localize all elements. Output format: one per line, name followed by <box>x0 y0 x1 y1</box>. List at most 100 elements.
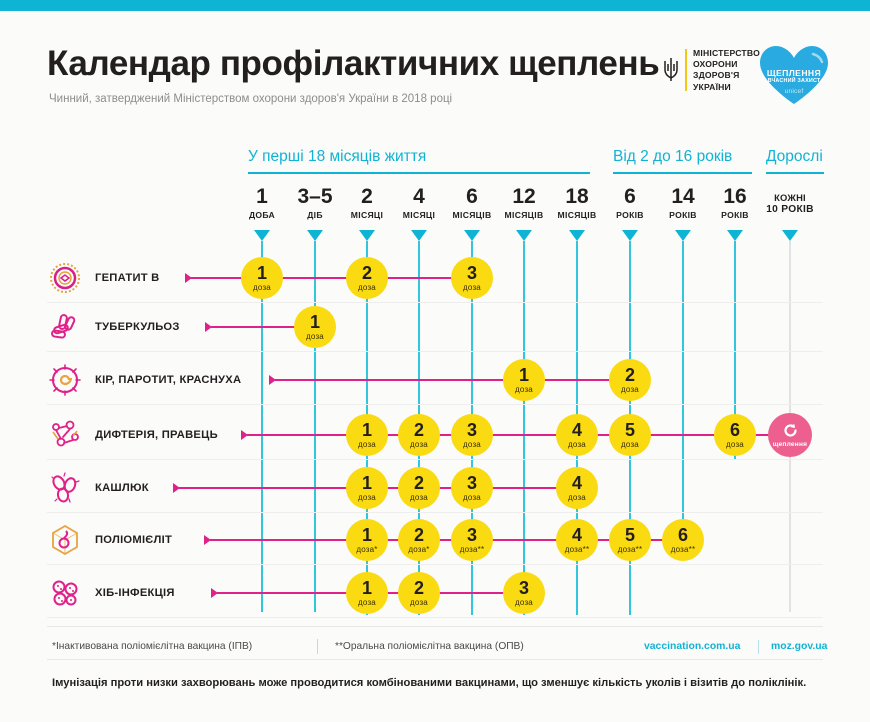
dose-label: доза <box>306 331 324 341</box>
footnote-divider <box>317 639 319 654</box>
column-header-3: 2 МІСЯЦІ <box>322 186 412 221</box>
column-unit-11: 10 РОКІВ <box>766 204 814 215</box>
column-value-1: 1 <box>256 185 268 208</box>
column-header-6: 12 МІСЯЦІВ <box>479 186 569 221</box>
dose-circle: 1 доза <box>346 572 388 614</box>
ministry-line-3: ЗДОРОВ'Я <box>693 70 740 81</box>
column-arrow-2 <box>307 230 323 241</box>
dose-circle: 3 доза <box>503 572 545 614</box>
dose-number: 2 <box>361 262 372 283</box>
dose-circle: 1 доза <box>294 306 336 348</box>
column-value-4: 4 <box>413 185 425 208</box>
unicef-brand-text: unicef <box>784 88 804 95</box>
column-unit-8: РОКІВ <box>616 210 644 220</box>
dose-number: 5 <box>624 524 635 545</box>
link-vaccination-site[interactable]: vaccination.com.ua <box>644 641 741 652</box>
column-header-4: 4 МІСЯЦІ <box>374 185 464 221</box>
row-arrow-1 <box>185 273 192 283</box>
column-header-11: КОЖНІ 10 РОКІВ <box>745 192 835 215</box>
dose-number: 1 <box>361 524 372 545</box>
dose-number: 1 <box>518 364 529 385</box>
column-guideline-9 <box>682 241 684 560</box>
dose-circle: 1 доза <box>346 414 388 456</box>
dose-number: 3 <box>466 419 477 440</box>
row-connector-3 <box>275 379 630 381</box>
dose-number: 1 <box>361 577 372 598</box>
dose-number: 3 <box>518 577 529 598</box>
link-moz-site[interactable]: moz.gov.ua <box>771 641 828 652</box>
dose-number: 1 <box>256 262 267 283</box>
dose-number: 6 <box>677 524 688 545</box>
dose-number: 2 <box>413 524 424 545</box>
dose-circle: 2 доза <box>609 359 651 401</box>
dose-number: 3 <box>466 524 477 545</box>
column-value-9: 14 <box>671 185 695 208</box>
dose-label: доза <box>515 597 533 607</box>
dose-label: доза** <box>670 544 696 554</box>
dose-circle: 3 доза** <box>451 519 493 561</box>
column-guideline-6 <box>523 241 525 615</box>
column-arrow-6 <box>516 230 532 241</box>
heart-logo-title: ЩЕПЛЕННЯ <box>766 68 822 78</box>
group-header-1: У перші 18 місяців життя <box>248 148 427 165</box>
dose-number: 2 <box>413 577 424 598</box>
dose-label: доза <box>515 384 533 394</box>
measles-virus-icon <box>48 363 82 397</box>
dose-number: 1 <box>309 311 320 332</box>
dose-number: 2 <box>624 364 635 385</box>
dose-circle: 3 доза <box>451 467 493 509</box>
row-label-3: КІР, ПАРОТИТ, КРАСНУХА <box>95 374 242 386</box>
group-rule-1 <box>248 172 590 174</box>
dose-number: 3 <box>466 472 477 493</box>
column-arrow-8 <box>622 230 638 241</box>
dose-label: доза <box>621 439 639 449</box>
dose-label: доза** <box>459 544 485 554</box>
dose-circle: 4 доза <box>556 414 598 456</box>
ministry-of-health-logo: МІНІСТЕРСТВО ОХОРОНИ ЗДОРОВ'Я УКРАЇНИ <box>663 48 760 93</box>
row-arrow-4 <box>241 430 248 440</box>
dose-label: доза <box>358 597 376 607</box>
row-label-5: КАШЛЮК <box>95 482 149 494</box>
row-separator-7 <box>47 617 823 619</box>
group-rule-3 <box>766 172 824 174</box>
footer-separator-top <box>47 626 823 628</box>
row-arrow-2 <box>205 322 212 332</box>
row-label-6: ПОЛІОМІЄЛІТ <box>95 534 173 546</box>
dose-label: доза <box>463 439 481 449</box>
column-unit-6: МІСЯЦІВ <box>504 210 544 220</box>
hepatitis-b-virus-icon <box>48 261 82 295</box>
row-separator-4 <box>47 459 823 461</box>
column-arrow-10 <box>727 230 743 241</box>
dose-label: доза <box>410 492 428 502</box>
footnote-ipv: *Інактивована поліомієлітна вакцина (ІПВ… <box>52 641 253 652</box>
diphtheria-tetanus-bacteria-icon <box>48 418 82 452</box>
row-separator-5 <box>47 512 823 514</box>
column-value-10: 16 <box>723 185 747 208</box>
row-label-2: ТУБЕРКУЛЬОЗ <box>95 321 180 333</box>
dose-circle: 4 доза <box>556 467 598 509</box>
dose-label: доза <box>621 384 639 394</box>
repeat-icon <box>783 423 797 437</box>
dose-label: доза <box>568 492 586 502</box>
column-arrow-5 <box>464 230 480 241</box>
column-header-1: 1 ДОБА <box>217 185 307 221</box>
column-unit-1: ДОБА <box>248 210 276 220</box>
column-unit-3: МІСЯЦІ <box>350 210 384 220</box>
link-divider <box>758 640 760 654</box>
dose-circle: 2 доза <box>398 572 440 614</box>
dose-circle: 2 доза <box>398 467 440 509</box>
column-arrow-1 <box>254 230 270 241</box>
row-label-4: ДИФТЕРІЯ, ПРАВЕЦЬ <box>95 429 218 441</box>
column-arrow-11 <box>782 230 798 241</box>
row-connector-6 <box>210 539 683 541</box>
row-arrow-7 <box>211 588 218 598</box>
adult-booster-circle: щеплення <box>768 413 812 457</box>
poliovirus-icon <box>48 523 82 557</box>
row-label-1: ГЕПАТИТ В <box>95 272 160 284</box>
vaccination-heart-logo: ЩЕПЛЕННЯ ВЧАСНИЙ ЗАХИСТ unicef <box>758 44 830 106</box>
row-separator-6 <box>47 564 823 566</box>
ministry-logo-text: МІНІСТЕРСТВО ОХОРОНИ ЗДОРОВ'Я УКРАЇНИ <box>693 48 760 93</box>
top-accent-bar <box>0 0 870 11</box>
column-arrow-4 <box>411 230 427 241</box>
dose-number: 4 <box>571 472 582 493</box>
